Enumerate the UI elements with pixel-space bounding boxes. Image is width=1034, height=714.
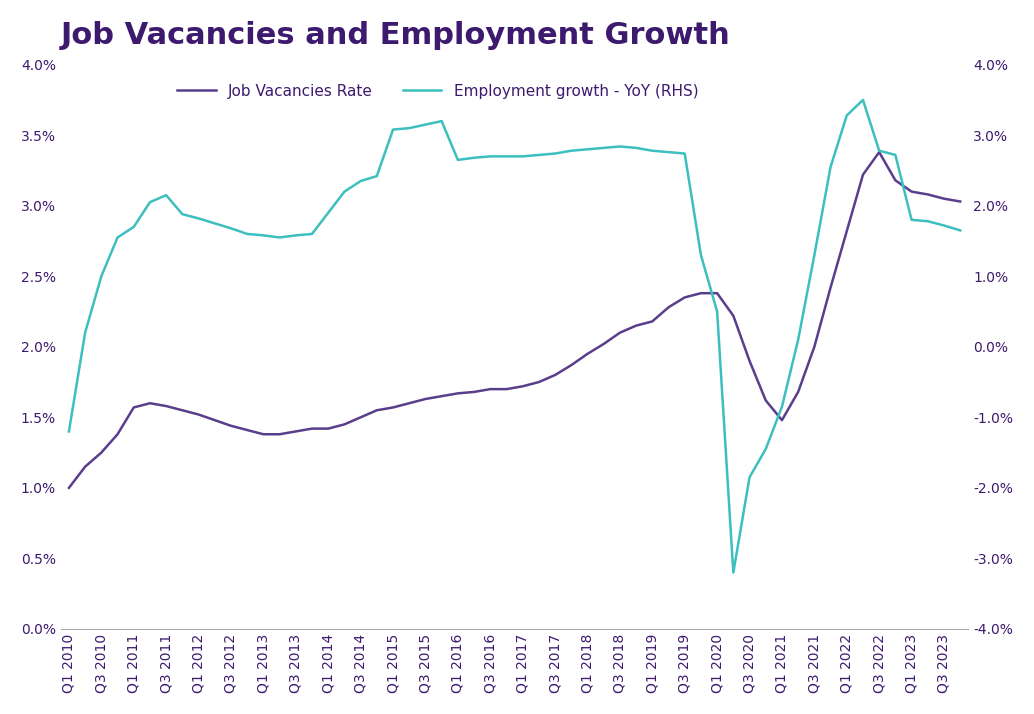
Job Vacancies Rate — [387, 403, 399, 412]
Line: Job Vacancies Rate: Job Vacancies Rate — [69, 152, 961, 488]
Employment growth - YoY (RHS) — [387, 125, 399, 134]
Job Vacancies Rate — [743, 356, 756, 365]
Job Vacancies Rate — [954, 197, 967, 206]
Employment growth - YoY (RHS) — [954, 226, 967, 235]
Job Vacancies Rate — [646, 317, 659, 326]
Employment growth - YoY (RHS) — [646, 146, 659, 155]
Employment growth - YoY (RHS) — [79, 328, 91, 337]
Legend: Job Vacancies Rate, Employment growth - YoY (RHS): Job Vacancies Rate, Employment growth - … — [178, 84, 698, 99]
Employment growth - YoY (RHS) — [760, 445, 772, 453]
Employment growth - YoY (RHS) — [614, 142, 627, 151]
Employment growth - YoY (RHS) — [727, 568, 739, 577]
Job Vacancies Rate — [873, 148, 885, 156]
Text: Job Vacancies and Employment Growth: Job Vacancies and Employment Growth — [61, 21, 731, 50]
Job Vacancies Rate — [614, 328, 627, 337]
Line: Employment growth - YoY (RHS): Employment growth - YoY (RHS) — [69, 100, 961, 573]
Employment growth - YoY (RHS) — [857, 96, 870, 104]
Employment growth - YoY (RHS) — [565, 146, 577, 155]
Job Vacancies Rate — [63, 483, 75, 492]
Employment growth - YoY (RHS) — [63, 427, 75, 436]
Job Vacancies Rate — [79, 463, 91, 471]
Job Vacancies Rate — [565, 361, 577, 369]
